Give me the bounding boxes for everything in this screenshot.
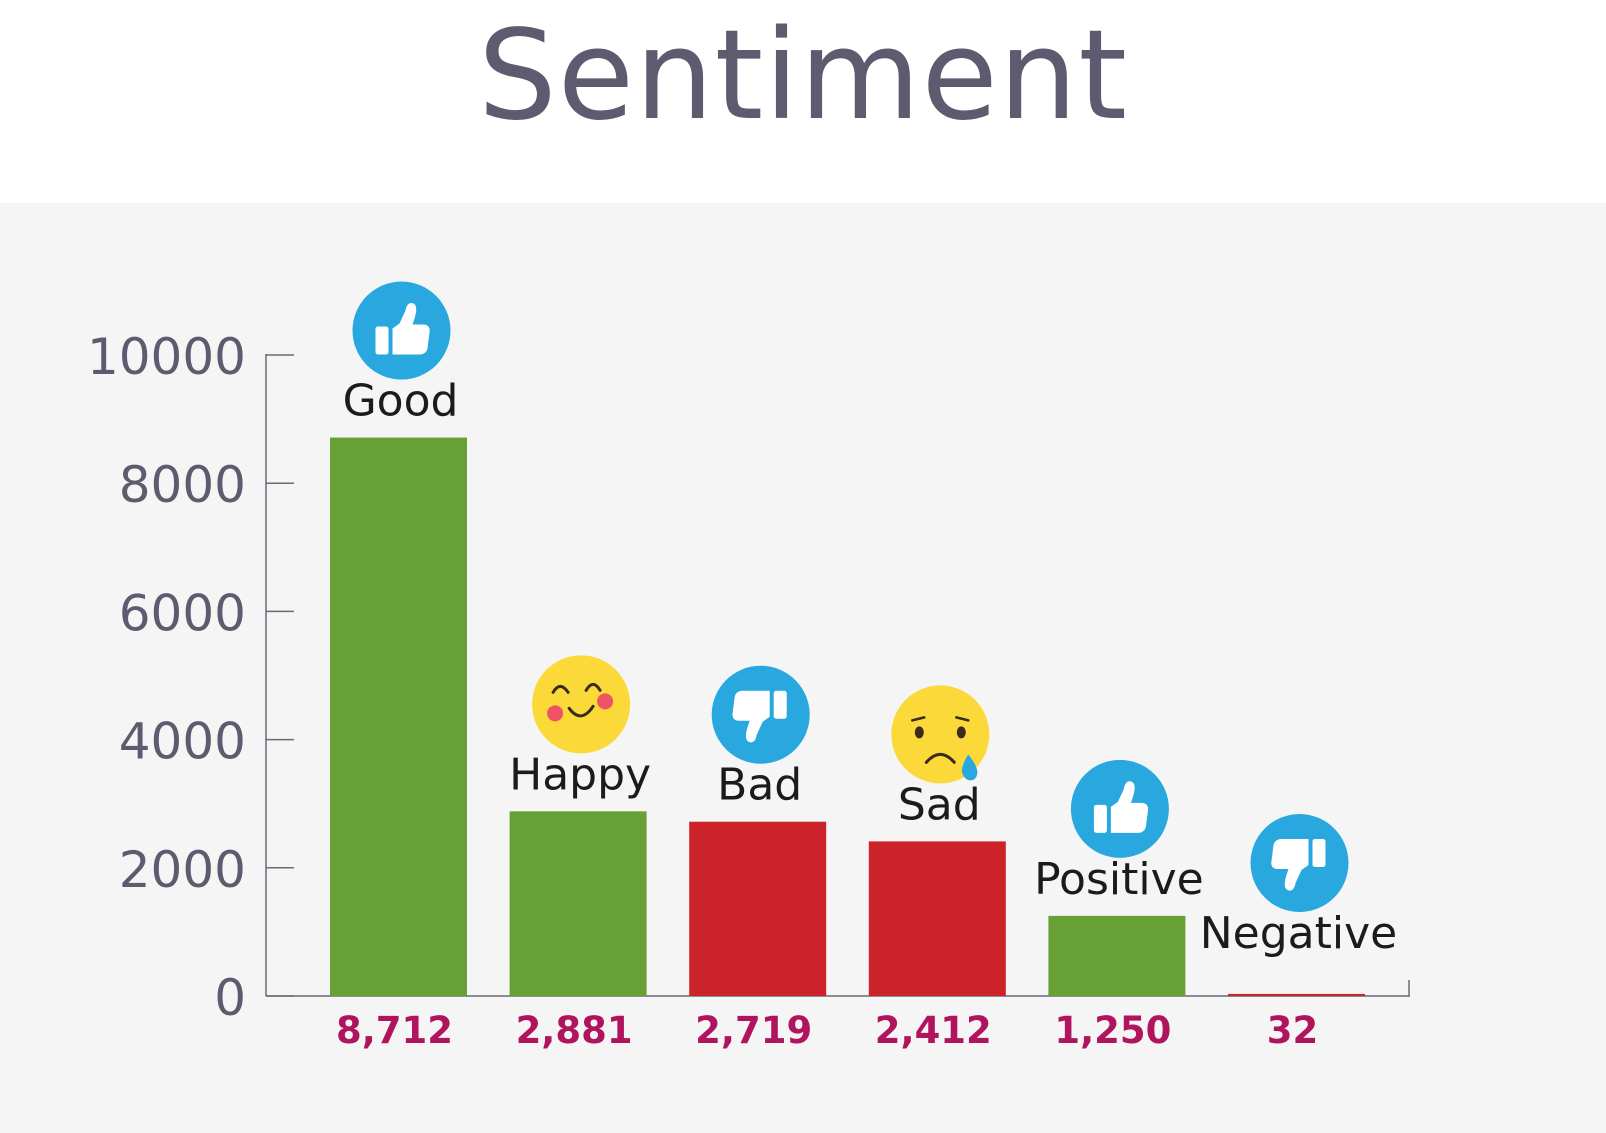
value-label: 2,719 xyxy=(695,1009,812,1052)
value-label: 32 xyxy=(1267,1009,1319,1052)
value-label: 2,881 xyxy=(516,1009,633,1052)
bar-bad xyxy=(689,821,827,996)
category-label: Good xyxy=(343,376,459,427)
category-label: Sad xyxy=(898,779,981,830)
y-tick-label: 6000 xyxy=(119,584,246,642)
smiling-emoji-icon xyxy=(532,655,631,754)
y-tick-label: 10000 xyxy=(87,328,246,386)
value-label: 2,412 xyxy=(875,1009,992,1052)
category-label: Bad xyxy=(717,760,802,811)
bar-negative xyxy=(1228,993,1365,996)
category-label: Positive xyxy=(1034,854,1204,905)
y-tick-label: 8000 xyxy=(119,456,246,514)
bar-good xyxy=(330,437,467,996)
y-tick-label: 0 xyxy=(214,969,246,1027)
thumbs-up-icon xyxy=(1070,759,1169,858)
bar-positive xyxy=(1048,915,1186,996)
y-tick-label: 2000 xyxy=(119,841,246,899)
thumbs-down-icon xyxy=(1250,814,1349,912)
chart-panel: 0 2000 4000 6000 8000 10000 8,712 Good 2,881 Happ… xyxy=(0,203,1606,1133)
value-label: 8,712 xyxy=(336,1009,453,1052)
sad-emoji-icon xyxy=(891,685,990,784)
category-label: Happy xyxy=(509,749,651,800)
thumbs-down-icon xyxy=(711,665,810,764)
bar-chart: 0 2000 4000 6000 8000 10000 8,712 Good 2,881 Happ… xyxy=(87,281,1410,1052)
value-label: 1,250 xyxy=(1054,1009,1171,1052)
y-tick-label: 4000 xyxy=(119,713,246,771)
chart-title: Sentiment xyxy=(0,0,1606,200)
category-label: Negative xyxy=(1200,908,1397,959)
bar-sad xyxy=(868,841,1006,996)
thumbs-up-icon xyxy=(352,281,451,380)
bar-happy xyxy=(509,811,647,996)
